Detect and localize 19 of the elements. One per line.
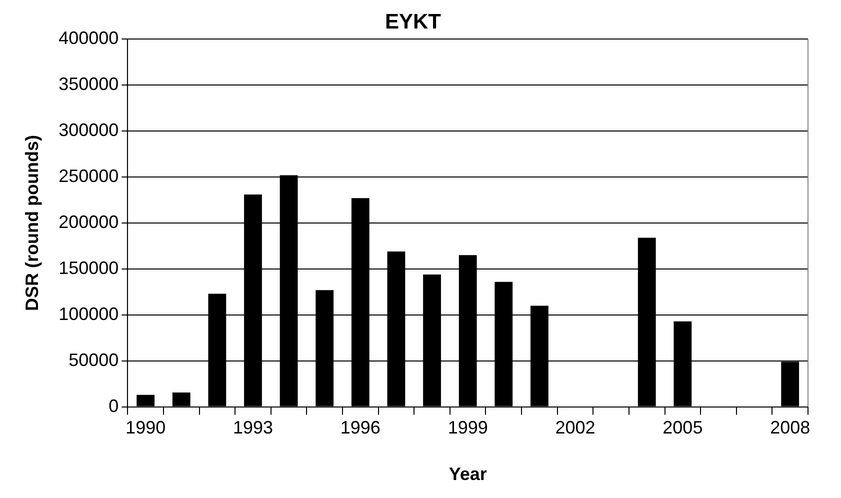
y-tick-label: 0 [108,396,119,416]
x-tick-label: 1999 [448,418,488,438]
x-tick-label: 2005 [662,418,703,438]
x-tick-label: 1990 [126,418,166,438]
y-tick-label: 250000 [58,166,119,186]
x-tick-label: 1993 [232,418,274,438]
x-axis-title: Year [448,464,487,484]
x-tick-label: 2008 [770,418,810,438]
y-tick-label: 400000 [58,28,119,48]
y-tick-label: 50000 [68,350,119,370]
y-axis-title: DSR (round pounds) [22,135,42,311]
y-tick-label: 200000 [58,212,119,232]
y-tick-label: 300000 [58,120,119,140]
x-tick-label: 1996 [340,418,380,438]
chart-title: EYKT [384,10,442,34]
x-tick-label: 2002 [555,418,596,438]
y-tick-label: 350000 [58,74,119,94]
y-tick-label: 150000 [58,258,119,278]
y-tick-label: 100000 [58,304,119,324]
